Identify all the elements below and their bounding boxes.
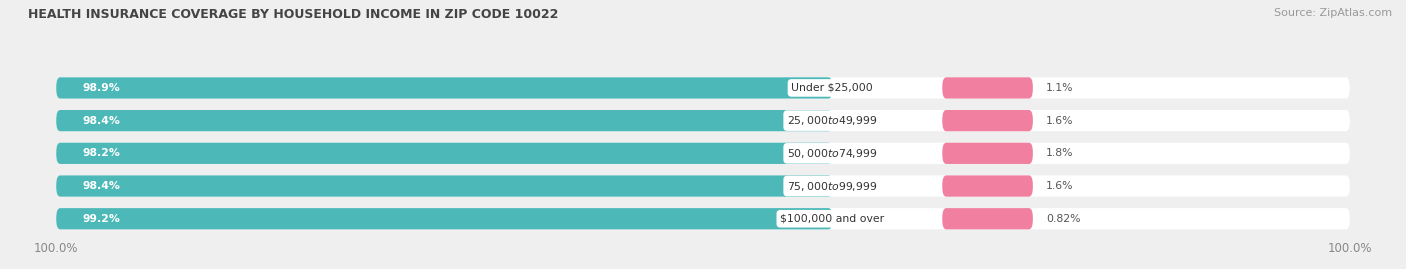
FancyBboxPatch shape <box>942 208 1033 229</box>
Text: 98.4%: 98.4% <box>82 116 120 126</box>
FancyBboxPatch shape <box>56 77 1350 98</box>
Text: $75,000 to $99,999: $75,000 to $99,999 <box>787 179 877 193</box>
Text: 1.1%: 1.1% <box>1046 83 1073 93</box>
Text: 98.2%: 98.2% <box>82 148 120 158</box>
FancyBboxPatch shape <box>56 110 1350 131</box>
Text: Under $25,000: Under $25,000 <box>792 83 873 93</box>
Text: $100,000 and over: $100,000 and over <box>780 214 884 224</box>
FancyBboxPatch shape <box>56 175 1350 197</box>
FancyBboxPatch shape <box>942 77 1033 98</box>
Text: $50,000 to $74,999: $50,000 to $74,999 <box>787 147 877 160</box>
Text: 1.6%: 1.6% <box>1046 116 1073 126</box>
FancyBboxPatch shape <box>56 208 832 229</box>
FancyBboxPatch shape <box>56 208 1350 229</box>
Text: Source: ZipAtlas.com: Source: ZipAtlas.com <box>1274 8 1392 18</box>
FancyBboxPatch shape <box>942 110 1033 131</box>
Text: 98.4%: 98.4% <box>82 181 120 191</box>
Text: 0.82%: 0.82% <box>1046 214 1080 224</box>
FancyBboxPatch shape <box>56 175 832 197</box>
FancyBboxPatch shape <box>56 143 1350 164</box>
Text: 1.6%: 1.6% <box>1046 181 1073 191</box>
Text: HEALTH INSURANCE COVERAGE BY HOUSEHOLD INCOME IN ZIP CODE 10022: HEALTH INSURANCE COVERAGE BY HOUSEHOLD I… <box>28 8 558 21</box>
Text: 1.8%: 1.8% <box>1046 148 1073 158</box>
FancyBboxPatch shape <box>56 143 832 164</box>
Text: 99.2%: 99.2% <box>82 214 120 224</box>
FancyBboxPatch shape <box>942 143 1033 164</box>
FancyBboxPatch shape <box>942 175 1033 197</box>
Text: $25,000 to $49,999: $25,000 to $49,999 <box>787 114 877 127</box>
FancyBboxPatch shape <box>56 110 832 131</box>
Text: 98.9%: 98.9% <box>82 83 120 93</box>
FancyBboxPatch shape <box>56 77 832 98</box>
